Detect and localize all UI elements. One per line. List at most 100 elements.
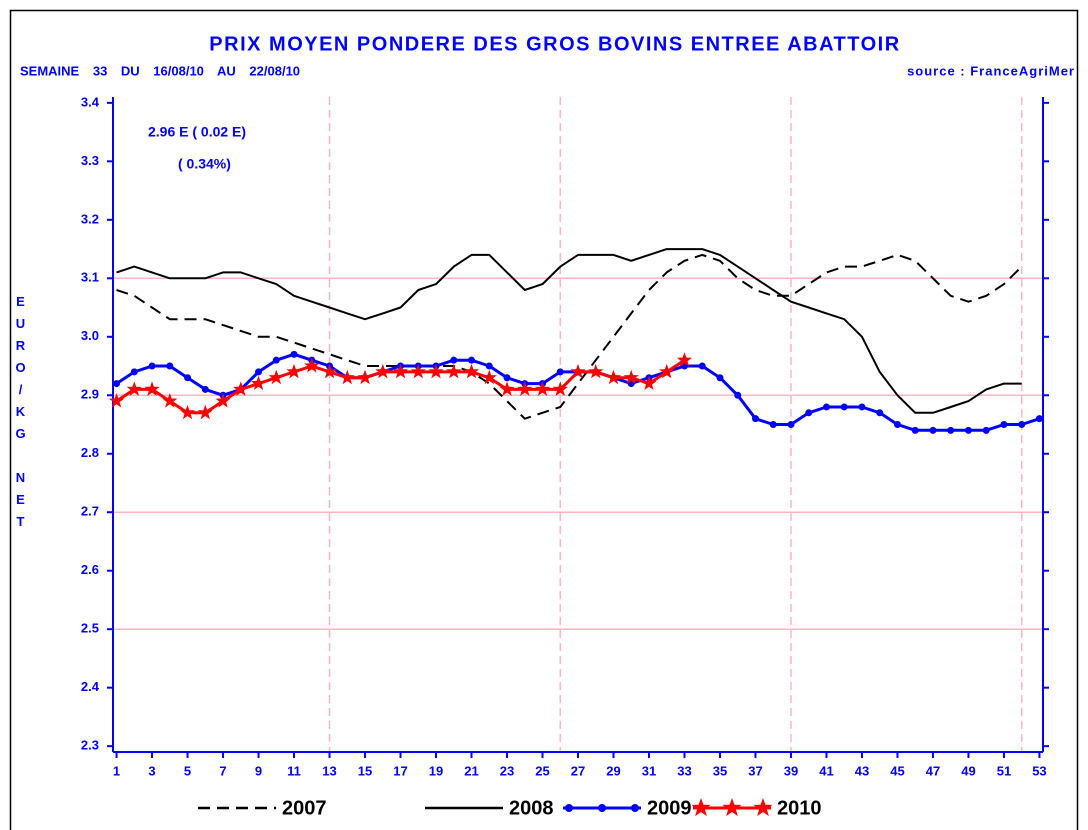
x-tick-label: 1 [113,763,120,778]
marker [1035,415,1043,423]
annotation: 2.96 E ( 0.02 E) [148,124,246,140]
marker [108,393,125,408]
x-tick-label: 43 [855,763,869,778]
y-tick-label: 2.3 [81,738,99,753]
marker [929,426,937,434]
marker [184,374,192,382]
x-tick-label: 41 [819,763,833,778]
marker [659,363,675,379]
marker [552,381,568,396]
annotation: ( 0.34%) [178,156,231,172]
marker [893,421,901,428]
marker [534,381,551,396]
y-tick-label: 3.3 [81,153,99,168]
y-tick-label: 3.1 [81,270,99,285]
source: source : FranceAgriMer [907,63,1075,78]
x-tick-label: 11 [287,763,301,778]
marker [233,381,249,396]
marker [805,409,813,417]
x-tick-label: 5 [184,763,191,778]
marker [321,363,338,379]
marker [215,393,231,408]
marker [272,356,280,364]
marker [858,403,866,411]
x-tick-label: 21 [464,763,478,778]
x-tick-label: 37 [748,763,762,778]
marker [570,363,586,379]
x-tick-label: 51 [997,763,1011,778]
marker [144,381,160,396]
x-tick-label: 45 [890,763,904,778]
x-tick-label: 27 [571,763,585,778]
marker [481,369,497,385]
marker [304,358,320,373]
marker [503,374,511,382]
x-tick-label: 35 [713,763,727,778]
x-tick-label: 15 [358,763,372,778]
marker [286,363,302,379]
series-line [116,253,1023,420]
x-tick-label: 7 [219,763,226,778]
y-axis-label: EURO/KG NET [13,294,28,536]
marker [698,362,706,370]
legend-label: 2008 [509,797,554,819]
marker [876,409,884,417]
series-line [116,248,1022,414]
marker [822,403,830,411]
marker [201,385,209,393]
y-tick-label: 2.7 [81,504,99,519]
marker [148,362,156,370]
marker [964,426,972,434]
x-tick-label: 39 [784,763,798,778]
marker [375,363,391,379]
marker [250,375,267,390]
y-tick-label: 2.4 [81,679,100,694]
x-tick-label: 53 [1032,763,1046,778]
marker [290,350,298,358]
x-tick-label: 47 [926,763,940,778]
x-tick-label: 31 [642,763,656,778]
marker [517,381,533,396]
marker [734,391,742,399]
x-tick-label: 29 [606,763,620,778]
marker [588,363,604,379]
marker [499,381,515,396]
marker [911,426,919,434]
x-tick-label: 23 [500,763,514,778]
x-tick-label: 49 [961,763,975,778]
marker [982,426,990,434]
x-tick-label: 17 [393,763,407,778]
x-tick-label: 25 [535,763,549,778]
legend-marker [691,798,711,817]
marker [676,352,693,367]
marker [716,374,724,382]
marker [623,369,639,385]
marker [446,363,462,379]
legend-marker [722,798,742,817]
marker [641,375,657,390]
marker [556,368,564,376]
marker [126,381,142,396]
marker [840,403,848,411]
marker [410,363,426,379]
marker [357,369,373,385]
marker [255,368,263,376]
subtitle: SEMAINE 33 DU 16/08/10 AU 22/08/10 [20,63,300,78]
marker [450,356,458,364]
marker [428,363,444,379]
marker [268,369,284,385]
legend-marker [598,804,606,812]
frame [9,9,1079,830]
legend-marker [565,804,573,812]
legend-label: 2010 [777,797,822,819]
marker [485,362,493,370]
x-tick-label: 19 [429,763,443,778]
marker [1018,421,1026,428]
y-tick-label: 2.9 [81,387,99,402]
legend-marker [753,798,773,817]
marker [130,368,138,376]
marker [162,393,178,408]
marker [179,404,196,420]
marker [197,404,213,420]
legend-label: 2007 [282,797,327,819]
